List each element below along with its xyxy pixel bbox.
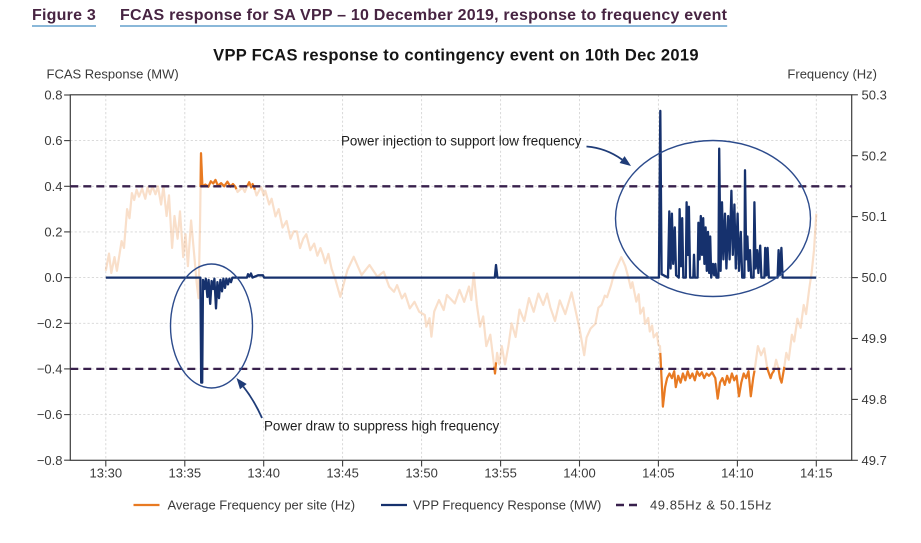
svg-text:14:00: 14:00 <box>563 466 596 481</box>
svg-text:50.1: 50.1 <box>862 209 887 224</box>
svg-text:13:45: 13:45 <box>326 466 359 481</box>
svg-text:−0.8: −0.8 <box>37 453 63 468</box>
svg-text:49.85Hz & 50.15Hz: 49.85Hz & 50.15Hz <box>650 498 772 513</box>
svg-text:13:55: 13:55 <box>484 466 517 481</box>
svg-text:13:30: 13:30 <box>90 466 123 481</box>
svg-text:50.3: 50.3 <box>862 87 887 102</box>
svg-text:−0.4: −0.4 <box>37 362 63 377</box>
svg-text:0.2: 0.2 <box>44 225 62 240</box>
svg-text:0.6: 0.6 <box>44 133 62 148</box>
svg-text:0.4: 0.4 <box>44 179 62 194</box>
svg-text:13:40: 13:40 <box>247 466 280 481</box>
svg-text:14:10: 14:10 <box>721 466 754 481</box>
svg-text:49.7: 49.7 <box>862 453 887 468</box>
svg-text:14:15: 14:15 <box>800 466 833 481</box>
svg-text:13:50: 13:50 <box>405 466 438 481</box>
svg-text:Average Frequency per site (Hz: Average Frequency per site (Hz) <box>168 498 356 513</box>
svg-text:VPP FCAS response to contingen: VPP FCAS response to contingency event o… <box>213 47 699 65</box>
svg-text:FCAS Response (MW): FCAS Response (MW) <box>47 67 179 82</box>
svg-text:VPP Frequency Response (MW): VPP Frequency Response (MW) <box>413 498 601 513</box>
svg-text:49.8: 49.8 <box>862 392 887 407</box>
svg-text:50.0: 50.0 <box>862 270 887 285</box>
svg-text:−0.2: −0.2 <box>37 316 63 331</box>
svg-text:14:05: 14:05 <box>642 466 675 481</box>
svg-text:Power injection to support low: Power injection to support low frequency <box>341 134 582 149</box>
svg-text:Frequency (Hz): Frequency (Hz) <box>787 67 877 82</box>
svg-text:Power draw to suppress high fr: Power draw to suppress high frequency <box>264 419 500 434</box>
svg-text:13:35: 13:35 <box>169 466 202 481</box>
svg-text:−0.6: −0.6 <box>37 407 63 422</box>
svg-text:50.2: 50.2 <box>862 148 887 163</box>
svg-text:49.9: 49.9 <box>862 331 887 346</box>
svg-text:0.8: 0.8 <box>44 88 62 103</box>
svg-text:0.0: 0.0 <box>44 270 62 285</box>
